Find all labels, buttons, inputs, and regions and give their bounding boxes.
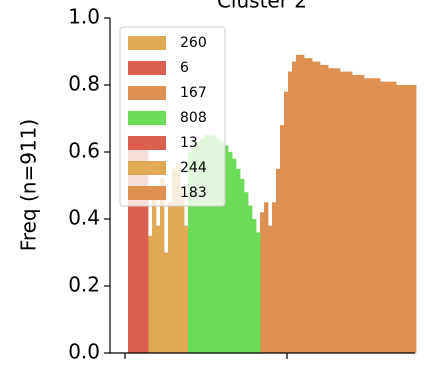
bar [128,141,133,353]
bar [336,68,341,353]
bar [380,81,385,354]
bar [148,235,153,353]
bar [164,252,169,353]
legend-label: 808 [180,110,207,126]
bar [304,58,309,353]
legend-swatch [128,36,166,50]
bar [132,141,137,353]
bar [340,71,345,353]
legend-label: 13 [180,135,198,151]
bar [204,135,209,353]
bar [308,58,313,353]
bar [256,232,261,353]
legend-label: 6 [180,60,189,76]
y-axis-label: Freq (n=911) [17,119,41,251]
bar [344,71,349,353]
chart-title: Cluster 2 [217,0,307,13]
legend-label: 183 [180,185,207,201]
bar [284,91,289,353]
y-tick-label: 0.8 [68,72,100,96]
bar [356,74,361,353]
legend-swatch [128,61,166,75]
bar [320,64,325,354]
bar [248,205,253,353]
bar [172,168,177,353]
bar [228,152,233,353]
bar [292,61,297,354]
bar [280,125,285,353]
bar [260,212,265,353]
legend-swatch [128,86,166,100]
bar [300,54,305,353]
bar [360,74,365,353]
bar [240,178,245,353]
bar [316,61,321,354]
bar [408,85,413,353]
bar [268,225,273,353]
bar [236,168,241,353]
bar [252,219,257,353]
bar [388,81,393,354]
bar [384,81,389,354]
bar [376,78,381,354]
bar [156,225,161,353]
bar [232,158,237,353]
bar [332,68,337,353]
legend-label: 260 [180,35,207,51]
bar [244,192,249,353]
y-tick-label: 1.0 [68,5,100,29]
y-tick-label: 0.4 [68,206,100,230]
bar [392,81,397,354]
bar [196,141,201,353]
bar [184,225,189,353]
bar [176,165,181,353]
bar [348,71,353,353]
legend-swatch [128,186,166,200]
legend-swatch [128,161,166,175]
legend-label: 167 [180,85,207,101]
legend-swatch [128,111,166,125]
bar [224,145,229,353]
legend-label: 244 [180,160,207,176]
y-tick-label: 0.6 [68,139,100,163]
bar [200,138,205,353]
bar [188,152,193,353]
bar [152,185,157,353]
bar [136,141,141,353]
bar [412,85,417,353]
bar [272,202,277,353]
bar [404,85,409,353]
bar [180,185,185,353]
bar [276,168,281,353]
bar [368,78,373,354]
bar [216,138,221,353]
legend-swatch [128,136,166,150]
bar [372,78,377,354]
bar [192,145,197,353]
bar [220,141,225,353]
bar [400,85,405,353]
bar [312,61,317,354]
bar [324,64,329,354]
bar [140,141,145,353]
bar [264,202,269,353]
y-tick-label: 0.2 [68,273,100,297]
bar [160,178,165,353]
bar [208,135,213,353]
bar [396,85,401,353]
bar [144,141,149,353]
bar [288,71,293,353]
bar [168,202,173,353]
bar [296,54,301,353]
bar [212,135,217,353]
bar [352,74,357,353]
bar [328,68,333,353]
bar [364,78,369,354]
y-tick-label: 0.0 [68,340,100,364]
